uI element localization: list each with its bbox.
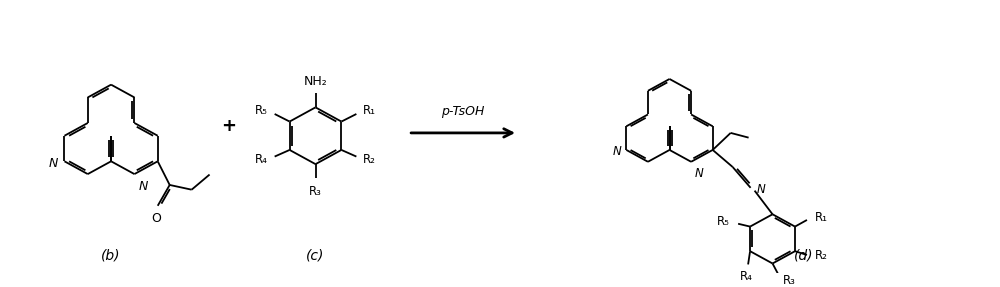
Text: N: N — [138, 180, 148, 193]
Text: R₁: R₁ — [815, 211, 828, 224]
Text: R₂: R₂ — [363, 153, 376, 166]
Text: (c): (c) — [306, 249, 325, 263]
Text: (b): (b) — [101, 249, 121, 263]
Text: (d): (d) — [794, 249, 814, 263]
Text: N: N — [49, 157, 58, 170]
Text: NH₂: NH₂ — [304, 75, 327, 88]
Text: R₃: R₃ — [783, 274, 795, 287]
Text: R₃: R₃ — [309, 185, 322, 198]
Text: R₁: R₁ — [363, 104, 376, 117]
Text: R₄: R₄ — [255, 153, 268, 166]
Text: +: + — [221, 117, 236, 135]
Text: O: O — [151, 212, 161, 225]
Text: R₄: R₄ — [740, 270, 753, 283]
Text: N: N — [695, 167, 704, 181]
Text: p-TsOH: p-TsOH — [441, 105, 485, 118]
Text: N: N — [613, 145, 621, 158]
Text: R₅: R₅ — [255, 104, 268, 117]
Text: N: N — [757, 183, 765, 196]
Text: R₂: R₂ — [815, 249, 828, 262]
Text: R₅: R₅ — [717, 215, 730, 228]
